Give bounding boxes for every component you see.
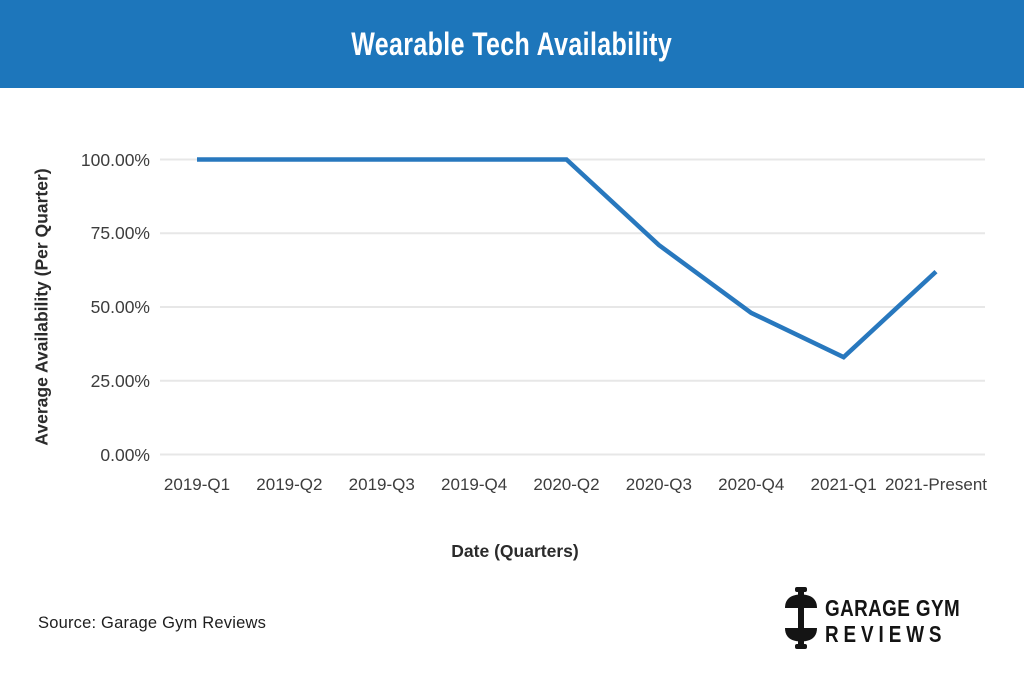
y-axis-title: Average Availability (Per Quarter) [31,168,52,446]
x-tick-label: 2020-Q4 [718,475,785,494]
x-tick-label: 2021-Present [884,475,988,494]
x-axis-title: Date (Quarters) [451,541,579,561]
y-tick-label: 100.00% [80,149,150,170]
y-tick-label: 25.00% [90,370,150,391]
x-tick-label: 2020-Q3 [625,475,692,494]
logo-text: GARAGE GYM REVIEWS [825,595,990,647]
data-line-series [197,157,938,360]
y-tick-label: 0.00% [100,444,150,465]
logo-line2: REVIEWS [825,620,947,647]
x-tick-label: 2019-Q4 [441,475,508,494]
source-attribution: Source: Garage Gym Reviews [38,614,267,632]
x-tick-label: 2021-Q1 [810,475,877,494]
x-tick-label: 2019-Q3 [348,475,415,494]
x-tick-label: 2019-Q2 [256,475,323,494]
x-tick-label: 2020-Q2 [533,475,600,494]
y-tick-label: 75.00% [90,223,150,244]
x-tick-label: 2019-Q1 [163,475,231,494]
garage-gym-reviews-logo: GARAGE GYM REVIEWS [782,587,990,654]
y-tick-label: 50.00% [90,297,150,317]
logo-line1: GARAGE GYM [825,594,961,621]
page-title: Wearable Tech Availability [351,25,673,62]
barbell-icon [782,587,820,654]
header-banner: Wearable Tech Availability [0,0,1024,88]
